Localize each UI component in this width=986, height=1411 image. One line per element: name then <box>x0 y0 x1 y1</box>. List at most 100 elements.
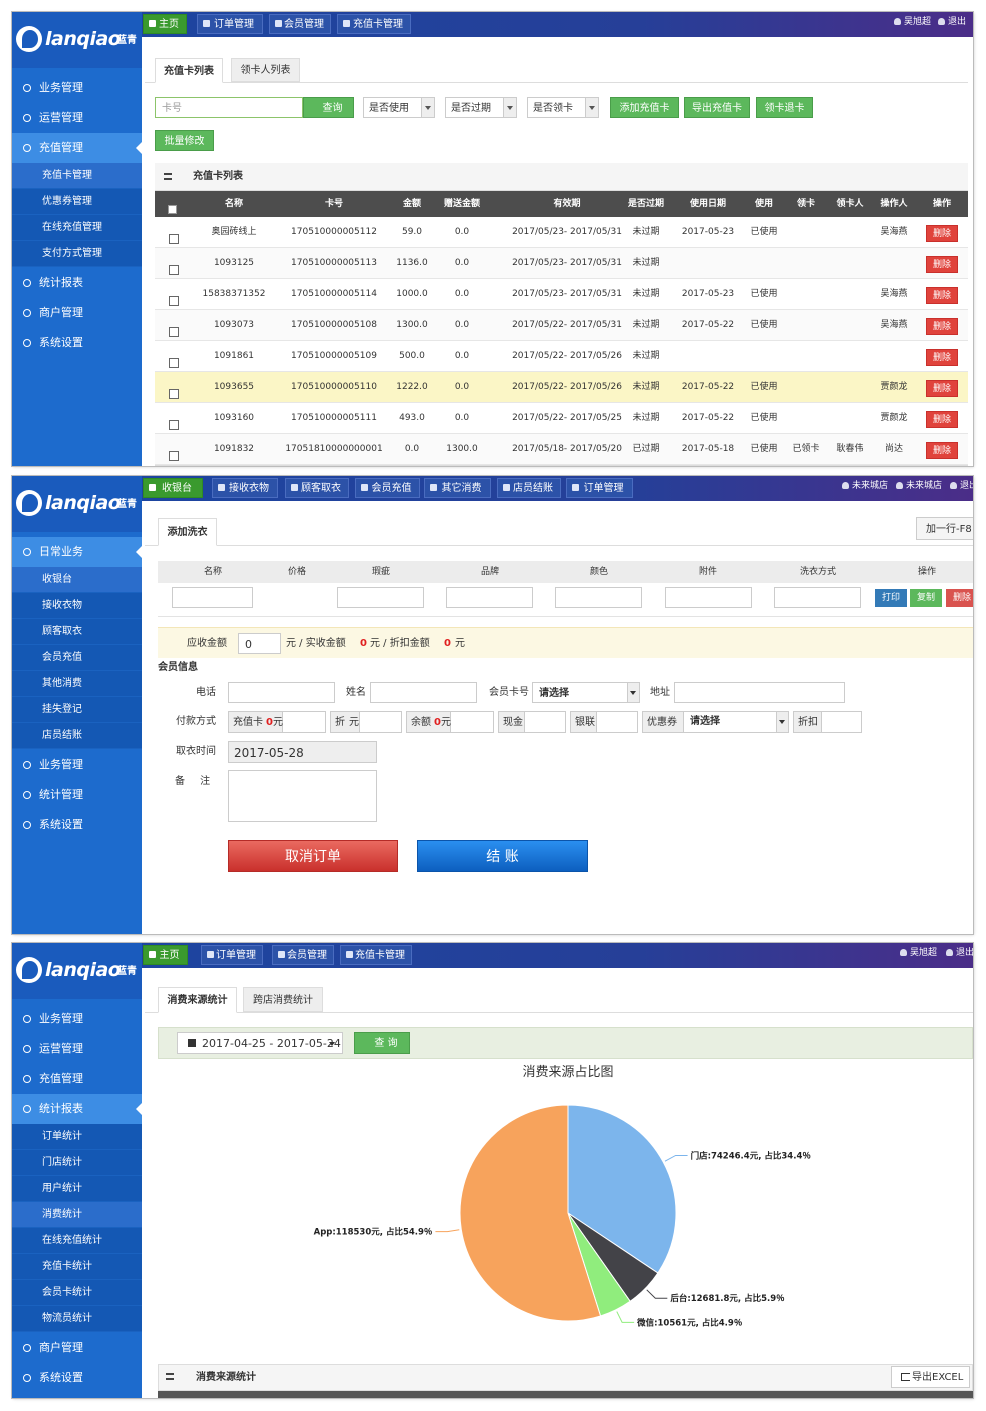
add-row-button[interactable]: 加一行-F8 <box>916 517 973 540</box>
user-link[interactable]: 未来城店 <box>906 481 943 491</box>
batch-button[interactable]: 批量修改 <box>155 130 214 151</box>
submenu-item[interactable] <box>12 671 142 697</box>
submenu-item[interactable] <box>12 723 142 749</box>
submenu-item[interactable] <box>12 1254 142 1280</box>
nav-tab[interactable]: 订单管理 <box>201 945 263 965</box>
text-input[interactable] <box>228 682 335 703</box>
nav-tab[interactable]: 会员管理 <box>269 14 331 34</box>
delete-button[interactable]: 删除 <box>926 256 958 273</box>
row-button[interactable]: 打印 <box>875 589 907 607</box>
select[interactable]: 是否过期 <box>445 97 517 118</box>
action-button[interactable]: 领卡退卡 <box>756 97 813 118</box>
nav-tab[interactable]: 其它消费 <box>424 478 491 498</box>
submenu-item[interactable] <box>12 1150 142 1176</box>
tab[interactable]: 充值卡列表 <box>155 58 223 83</box>
delete-button[interactable]: 删除 <box>926 318 958 335</box>
user-link[interactable]: 未来城店 <box>852 481 889 491</box>
nav-tab[interactable]: 会员管理 <box>272 945 334 965</box>
nav-tab[interactable]: 接收衣物 <box>212 478 278 498</box>
submenu-item[interactable] <box>12 1228 142 1254</box>
row-checkbox[interactable] <box>169 296 179 306</box>
nav-tab[interactable]: 主页 <box>143 945 188 965</box>
nav-tab[interactable]: 会员充值 <box>355 478 420 498</box>
export-button[interactable]: 导出EXCEL <box>891 1366 970 1388</box>
row-button[interactable]: 复制 <box>910 589 942 607</box>
delete-button[interactable]: 删除 <box>926 349 958 366</box>
checkout-button[interactable]: 结 账 <box>417 840 588 872</box>
row-checkbox[interactable] <box>169 358 179 368</box>
delete-button[interactable]: 删除 <box>926 380 958 397</box>
coupon-select[interactable]: 请选择 <box>690 716 720 727</box>
submenu-item[interactable] <box>12 1202 142 1228</box>
nav-tab[interactable]: 收银台 <box>143 478 203 498</box>
submenu-item[interactable] <box>12 567 142 593</box>
text-input[interactable] <box>774 587 861 608</box>
nav-tab[interactable]: 订单管理 <box>566 478 633 498</box>
submenu-item[interactable] <box>12 1124 142 1150</box>
user-link[interactable]: 吴旭超 <box>904 17 932 27</box>
query-button[interactable]: 查 询 <box>354 1032 410 1054</box>
row-checkbox[interactable] <box>169 327 179 337</box>
action-button[interactable]: 添加充值卡 <box>610 97 679 118</box>
search-input[interactable]: 卡号 <box>155 97 303 118</box>
nav-tab[interactable]: 主页 <box>143 14 187 34</box>
search-button[interactable]: 查询 <box>303 97 354 118</box>
nav-tab[interactable]: 充值卡管理 <box>340 945 412 965</box>
text-input[interactable] <box>446 587 533 608</box>
user-link[interactable]: 退出 <box>960 481 973 491</box>
text-input[interactable] <box>555 587 642 608</box>
submenu-item[interactable] <box>12 189 142 215</box>
select[interactable]: 是否使用 <box>363 97 435 118</box>
delete-button[interactable]: 删除 <box>926 442 958 459</box>
menu-item[interactable] <box>12 133 142 163</box>
submenu-item[interactable] <box>12 241 142 267</box>
menu-item[interactable] <box>12 537 142 567</box>
text-input[interactable] <box>370 682 477 703</box>
cancel-button[interactable]: 取消订单 <box>228 840 398 872</box>
nav-tab[interactable]: 顾客取衣 <box>285 478 349 498</box>
tab[interactable]: 跨店消费统计 <box>243 987 323 1012</box>
date-range-button[interactable]: 2017-04-25 - 2017-05-24 <box>177 1032 343 1054</box>
row-checkbox[interactable] <box>169 389 179 399</box>
user-link[interactable]: 吴旭超 <box>910 948 938 958</box>
amount-input[interactable]: 0 <box>238 633 281 654</box>
table-cell: 奥园砖线上 <box>211 227 257 237</box>
text-input[interactable] <box>674 682 845 703</box>
user-link[interactable]: 退出 <box>956 948 973 958</box>
text-input[interactable] <box>228 770 377 822</box>
row-checkbox[interactable] <box>169 451 179 461</box>
submenu-item[interactable] <box>12 215 142 241</box>
submenu-item[interactable] <box>12 1176 142 1202</box>
row-button[interactable]: 删除 <box>946 589 973 607</box>
row-checkbox[interactable] <box>169 234 179 244</box>
text-input[interactable] <box>665 587 752 608</box>
text-input[interactable] <box>337 587 424 608</box>
submenu-item[interactable] <box>12 1306 142 1332</box>
tab[interactable]: 领卡人列表 <box>231 58 300 82</box>
delete-button[interactable]: 删除 <box>926 225 958 242</box>
text-input[interactable]: 请选择 <box>532 682 640 703</box>
submenu-item[interactable] <box>12 645 142 671</box>
row-checkbox[interactable] <box>169 265 179 275</box>
delete-button[interactable]: 删除 <box>926 411 958 428</box>
user-link[interactable]: 退出 <box>948 17 967 27</box>
submenu-item[interactable] <box>12 593 142 619</box>
tab[interactable]: 添加洗衣 <box>158 518 217 546</box>
menu-item[interactable] <box>12 1094 142 1124</box>
text-input[interactable]: 2017-05-28 <box>228 741 377 763</box>
action-button[interactable]: 导出充值卡 <box>684 97 750 118</box>
nav-tab[interactable]: 订单管理 <box>197 14 263 34</box>
submenu-item[interactable] <box>12 163 142 189</box>
submenu-item[interactable] <box>12 1280 142 1306</box>
submenu-item[interactable] <box>12 619 142 645</box>
nav-tab[interactable]: 充值卡管理 <box>337 14 411 34</box>
select[interactable]: 是否领卡 <box>527 97 599 118</box>
text-input[interactable] <box>172 587 253 608</box>
submenu-item[interactable] <box>12 697 142 723</box>
row-checkbox[interactable] <box>169 420 179 430</box>
delete-button[interactable]: 删除 <box>926 287 958 304</box>
nav-tab[interactable]: 店员结账 <box>497 478 561 498</box>
payment-value: 0 <box>266 717 273 728</box>
tab[interactable]: 消费来源统计 <box>158 987 237 1013</box>
header-checkbox[interactable] <box>168 205 177 214</box>
